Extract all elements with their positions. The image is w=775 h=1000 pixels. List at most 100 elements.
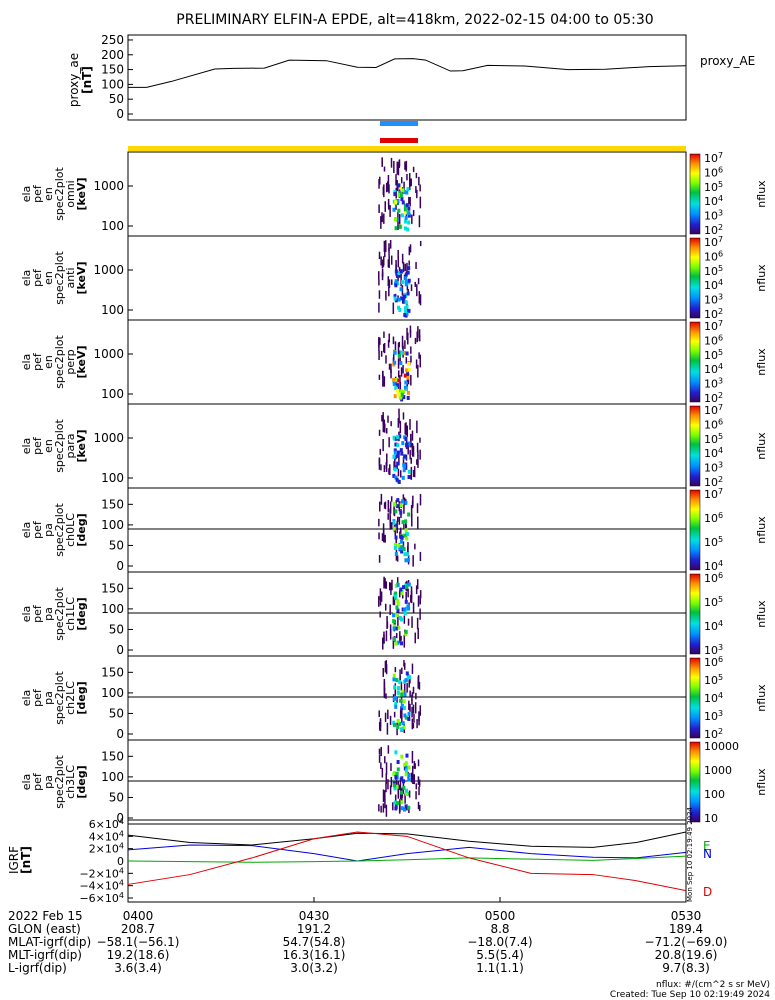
spectrogram-cell [398,160,401,168]
spectrogram-cell [416,420,418,434]
spectrogram-cell [407,278,411,283]
spectrogram-cell [407,475,411,480]
proxy-ae-frame [127,34,687,121]
colorbar-tick-label: 104 [704,362,723,376]
spectrogram-cell [402,294,406,299]
x-axis-cell: 0530 [671,909,702,923]
spectrogram-cell [394,475,398,480]
spectrogram-cell [402,785,406,790]
x-axis-cell: 19.2(18.6) [107,948,170,962]
spectrogram-cell [397,354,401,359]
spectrogram-ylabel: pef [31,604,44,623]
spectrogram-cell [383,240,386,252]
spectrogram-cell [399,389,403,394]
spectrogram-cell [399,448,403,453]
spectrogram-cell [404,340,406,349]
spectrogram-cell [414,763,416,769]
spectrogram-ytick-label: 1000 [93,347,124,361]
spectrogram-cell [412,166,415,173]
spectrogram-cell [404,804,408,809]
spectrogram-cell [385,182,388,193]
colorbar-tick-label: 104 [704,559,723,573]
spectrogram-cell [404,380,408,385]
spectrogram-cell [378,532,380,540]
spectrogram-panels: 1000100elapefenspec2plotomni[keV]1071061… [20,151,768,825]
spectrogram-cell [392,636,395,649]
spectrogram-cell [403,615,406,624]
spectrogram-cell [409,196,411,207]
spectrogram-cell [401,689,405,694]
spectrogram-cell [390,255,393,265]
spectrogram-cell [405,190,409,195]
spectrogram-data [378,240,422,318]
proxy-ae-ytick-label: 0 [116,107,124,121]
spectrogram-cell [383,579,385,589]
spectrogram-cell [403,552,407,557]
spectrogram-cell [417,516,419,530]
spectrogram-cell [412,774,414,784]
xaxis-row-label-mlt: MLT-igrf(dip) [8,948,82,962]
spectrogram-cell [397,786,400,799]
spectrogram-cell [392,720,396,725]
spectrogram-cell [399,529,402,536]
spectrogram-data [378,493,422,567]
spectrogram-cell [407,606,411,611]
spectrogram-cell [394,666,397,673]
spectrogram-cell [387,745,390,754]
spectrogram-cell [392,613,396,618]
spectrogram-cell [378,271,380,280]
spectrogram-cell [408,806,410,814]
spectrogram-cell [390,369,392,379]
spectrogram-cell [405,311,409,316]
spectrogram-cell [385,660,388,666]
spectrogram-cell [405,753,409,758]
spectrogram-cell [394,216,398,221]
spectrogram-ylabel: pef [31,436,44,455]
spectrogram-cell [418,176,420,186]
spectrogram-cell [392,207,396,212]
igrf-line-n [127,844,687,862]
x-axis-cell: −71.2(−69.0) [645,935,728,949]
spectrogram-cell [410,466,413,473]
spectrogram-cell [401,499,405,504]
spectrogram-cell [403,523,405,530]
spectrogram-cell [378,338,380,352]
spectrogram-cell [397,297,401,302]
spectrogram-cell [414,702,417,714]
spectrogram-cell [398,516,401,525]
spectrogram-cell [396,461,400,466]
spectrogram-cell [400,367,403,377]
spectrogram-cell [397,208,401,213]
spectrogram-cell [392,454,396,459]
spectrogram-cell [392,520,396,525]
spectrogram-ylabel: para [64,434,77,459]
spectrogram-cell [384,756,386,764]
spectrogram-data [378,157,422,232]
spectrogram-cell [419,184,421,192]
spectrogram-cell [394,528,397,537]
spectrogram-cell [384,799,386,809]
spectrogram-cell [407,618,410,626]
spectrogram-cell [399,539,403,544]
spectrogram-data [378,325,422,402]
colorbar-tick-label: 107 [704,235,723,249]
spectrogram-cell [411,214,413,224]
spectrogram-cell [419,196,422,209]
spectrogram-cell [385,762,388,775]
colorbar-tick-label: 106 [704,417,723,431]
colorbar-tick-label: 107 [704,151,723,165]
spectrogram-cell [382,667,385,677]
spectrogram-cell [392,673,396,678]
spectrogram-ylabel: [keV] [75,177,88,210]
spectrogram-cell [407,711,411,716]
spectrogram-cell [407,545,409,556]
spectrogram-cell [410,355,412,363]
spectrogram-cell [413,466,416,478]
spectrogram-cell [395,678,399,683]
proxy-ae-ytick-label: 200 [101,48,124,62]
spectrogram-cell [404,219,408,224]
spectrogram-cell [394,279,398,284]
spectrogram-cell [397,543,401,548]
spectrogram-cell [393,448,397,453]
spectrogram-cell [379,719,382,728]
